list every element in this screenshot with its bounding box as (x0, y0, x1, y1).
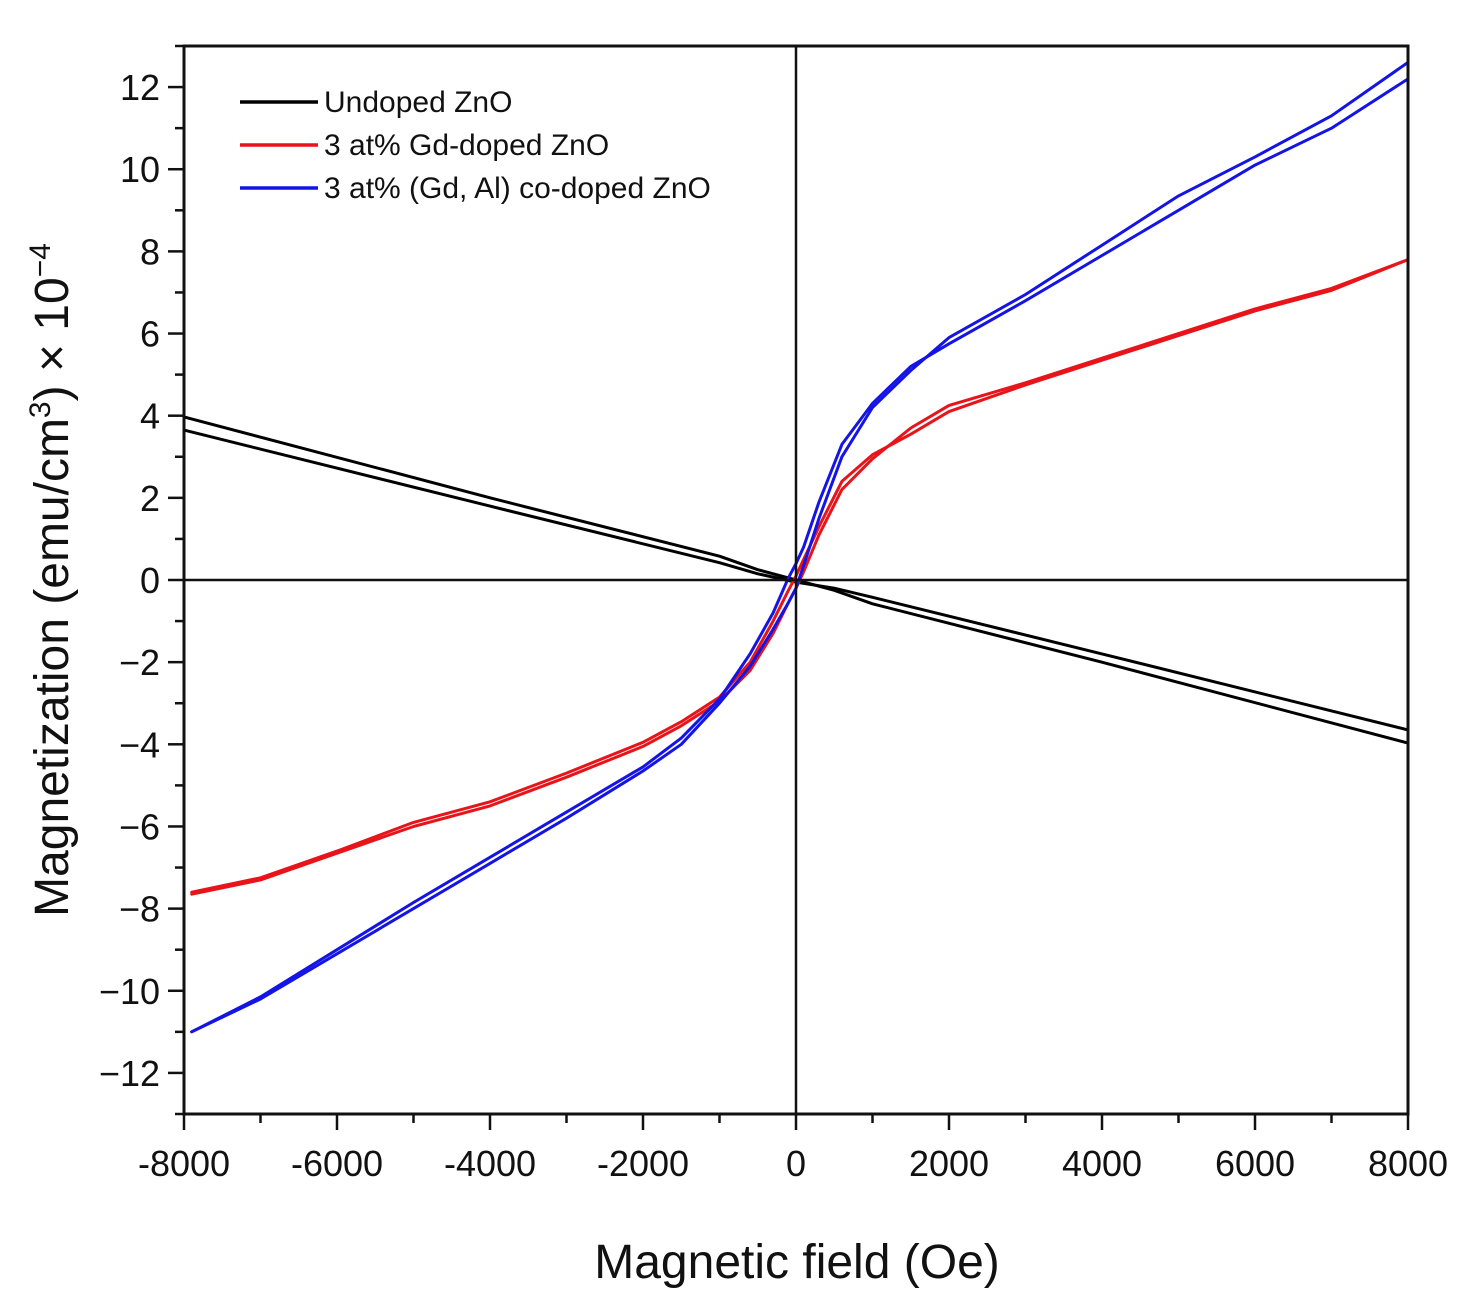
y-tick-label: 4 (140, 396, 160, 437)
series-3 (190, 60, 1410, 1034)
y-tick-label: −4 (119, 724, 160, 765)
x-tick-label: 4000 (1062, 1143, 1142, 1184)
y-tick-label: −6 (119, 806, 160, 847)
y-tick-label: −10 (99, 971, 160, 1012)
series-3-return-branch (190, 77, 1410, 1034)
x-tick-label: 6000 (1215, 1143, 1295, 1184)
legend-label: Undoped ZnO (324, 86, 512, 119)
legend-label: 3 at% Gd-doped ZnO (324, 129, 609, 162)
zero-lines (184, 46, 1408, 1114)
x-axis-title: Magnetic field (Oe) (594, 1236, 1000, 1289)
series-3-branch-1 (190, 60, 1410, 1034)
y-tick-labels: −12 −10 −8 −6 −4 −2 0 2 4 6 8 10 12 (99, 67, 160, 1094)
x-tick-labels: -8000 -6000 -4000 -2000 0 2000 4000 6000 8000 (138, 1143, 1448, 1184)
plot-frame (182, 44, 1410, 1116)
y-tick-label: 12 (120, 67, 160, 108)
y-tick-label: −8 (119, 889, 160, 930)
x-tick-label: 0 (786, 1143, 806, 1184)
x-tick-label: -8000 (138, 1143, 230, 1184)
y-axis-title: Magnetization (emu/cm3) × 10−4 (24, 243, 79, 917)
x-tick-label: -2000 (597, 1143, 689, 1184)
y-tick-label: 0 (140, 560, 160, 601)
x-tick-label: 2000 (909, 1143, 989, 1184)
y-tick-label: 6 (140, 314, 160, 355)
x-tick-label: -4000 (444, 1143, 536, 1184)
y-tick-label: −2 (119, 642, 160, 683)
y-tick-label: 10 (120, 149, 160, 190)
legend-label: 3 at% (Gd, Al) co-doped ZnO (324, 172, 711, 205)
legend: Undoped ZnO 3 at% Gd-doped ZnO 3 at% (Gd, … (240, 86, 711, 205)
y-tick-label: −12 (99, 1053, 160, 1094)
x-tick-label: 8000 (1368, 1143, 1448, 1184)
x-tick-label: -6000 (291, 1143, 383, 1184)
y-tick-label: 8 (140, 231, 160, 272)
y-tick-label: 2 (140, 478, 160, 519)
